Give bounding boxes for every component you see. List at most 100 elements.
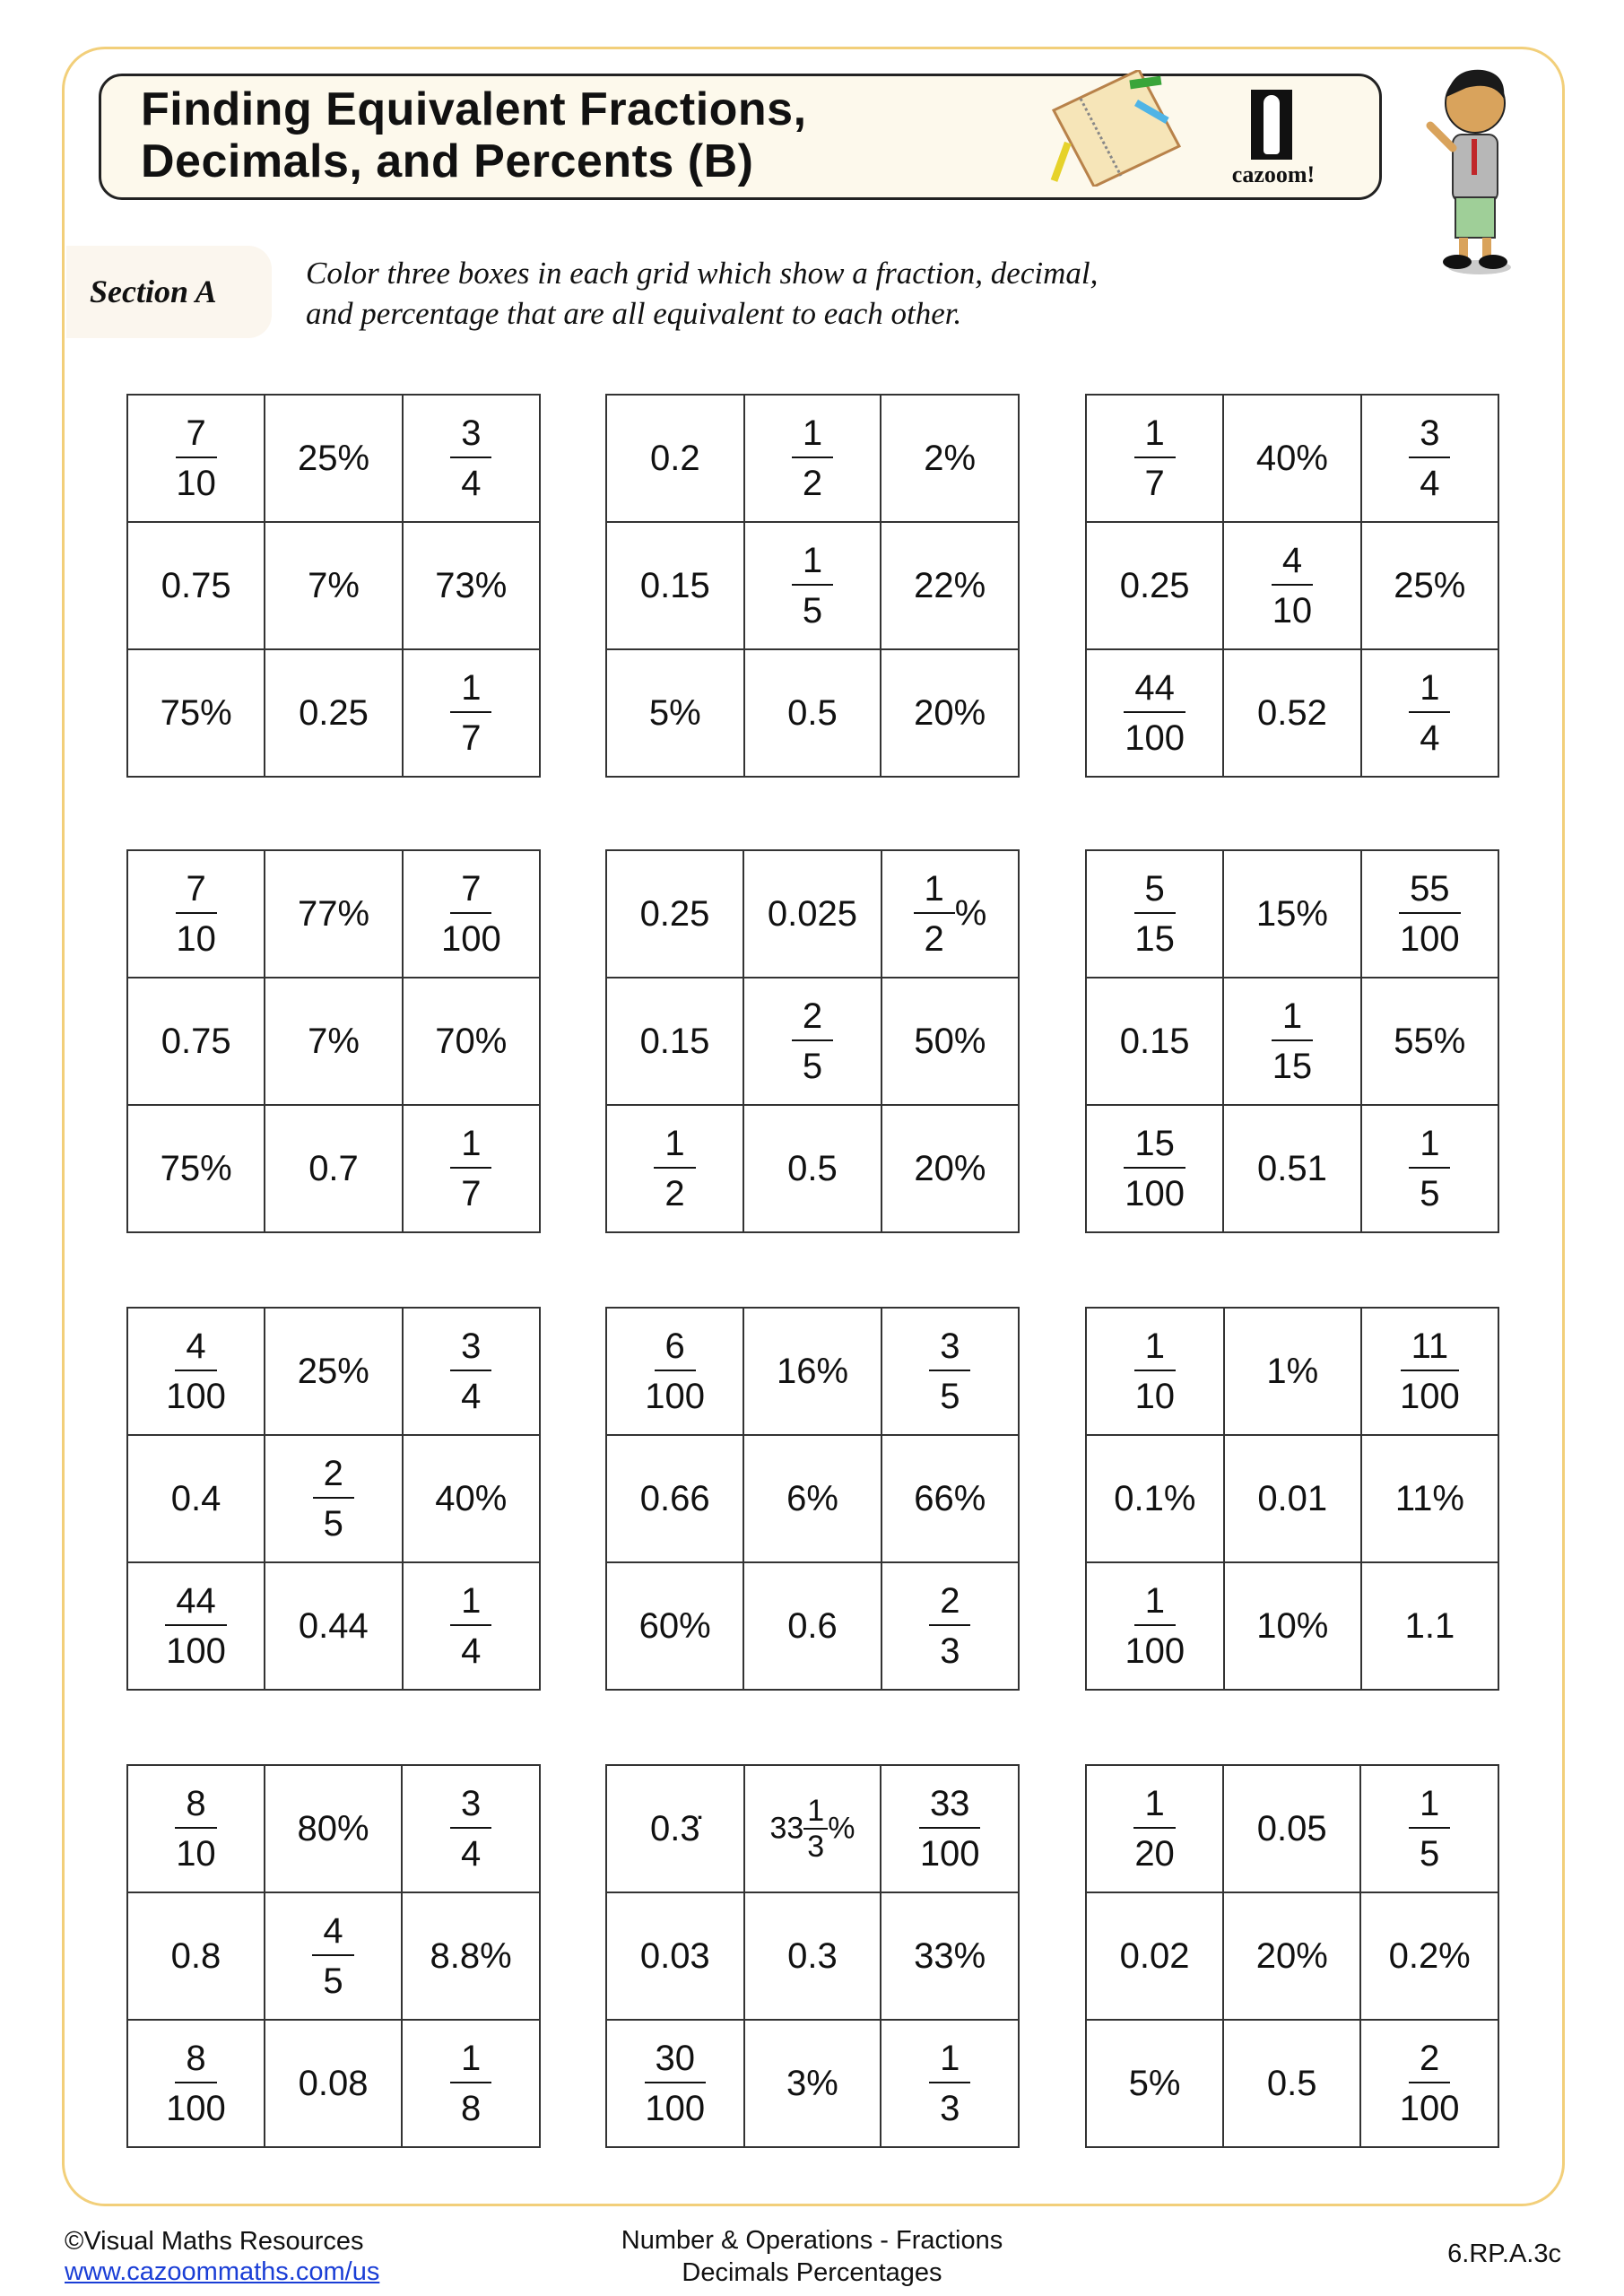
grid-cell[interactable]: 7 10 xyxy=(126,849,266,978)
grid-cell[interactable]: 1 20 xyxy=(1084,1764,1225,1893)
grid-cell[interactable]: 5% xyxy=(605,648,745,778)
grid-cell[interactable]: 0.5 xyxy=(743,1104,882,1233)
grid-cell[interactable]: 5 15 xyxy=(1084,849,1225,978)
grid-cell[interactable]: 0.025 xyxy=(743,849,882,978)
grid-cell[interactable]: 8 100 xyxy=(126,2019,265,2148)
grid-cell[interactable]: 44 100 xyxy=(126,1561,266,1691)
grid-cell[interactable]: 0.7 xyxy=(264,1104,404,1233)
grid-cell[interactable]: 4 10 xyxy=(1222,521,1362,650)
grid-cell[interactable]: 1 15 xyxy=(1222,977,1362,1106)
grid-cell[interactable]: 22% xyxy=(880,521,1020,650)
grid-cell[interactable]: 0.25 xyxy=(605,849,744,978)
grid-cell[interactable]: 55% xyxy=(1359,977,1500,1106)
grid-cell[interactable]: 0.1% xyxy=(1085,1434,1225,1563)
grid-cell[interactable]: 0.25 xyxy=(264,648,404,778)
grid-cell[interactable]: 33% xyxy=(880,1892,1020,2021)
grid-cell[interactable]: 0.2% xyxy=(1359,1892,1499,2021)
grid-cell[interactable]: 0.08 xyxy=(263,2019,404,2148)
grid-cell[interactable]: 10% xyxy=(1222,1561,1362,1691)
grid-cell[interactable]: 5% xyxy=(1084,2019,1225,2148)
grid-cell[interactable]: 11% xyxy=(1359,1434,1500,1563)
grid-cell[interactable]: 80% xyxy=(263,1764,404,1893)
grid-cell[interactable]: 0.03 xyxy=(605,1892,745,2021)
grid-cell[interactable]: 0.8 xyxy=(126,1892,265,2021)
grid-cell[interactable]: 25% xyxy=(264,1307,404,1436)
grid-cell[interactable]: 40% xyxy=(401,1434,542,1563)
grid-cell[interactable]: 20% xyxy=(880,1104,1020,1233)
grid-cell[interactable]: 7% xyxy=(264,977,404,1106)
grid-cell[interactable]: 0.3 xyxy=(743,1892,882,2021)
grid-cell[interactable]: 50% xyxy=(880,977,1020,1106)
grid-cell[interactable]: 0.75 xyxy=(126,977,266,1106)
grid-cell[interactable]: 0.02 xyxy=(1084,1892,1225,2021)
grid-cell[interactable]: 25% xyxy=(1359,521,1500,650)
grid-cell[interactable]: 25% xyxy=(264,394,404,523)
grid-cell[interactable]: 2% xyxy=(880,394,1020,523)
grid-cell[interactable]: 75% xyxy=(126,1104,266,1233)
grid-cell[interactable]: 66% xyxy=(880,1434,1020,1563)
grid-cell[interactable]: 77% xyxy=(264,849,404,978)
grid-cell[interactable]: 1.1 xyxy=(1359,1561,1500,1691)
grid-cell[interactable]: 2 100 xyxy=(1359,2019,1499,2148)
website-link[interactable]: www.cazoommaths.com/us xyxy=(65,2257,380,2286)
grid-cell[interactable]: 7 10 xyxy=(126,394,266,523)
grid-cell[interactable]: 55 100 xyxy=(1359,849,1500,978)
grid-cell[interactable]: 11 100 xyxy=(1359,1307,1500,1436)
grid-cell[interactable]: 0.05 xyxy=(1222,1764,1362,1893)
grid-cell[interactable]: 1 100 xyxy=(1085,1561,1225,1691)
grid-cell[interactable]: 0.75 xyxy=(126,521,266,650)
grid-cell[interactable]: 3% xyxy=(743,2019,882,2148)
grid-cell[interactable]: 1 2% xyxy=(880,849,1020,978)
grid-cell[interactable]: 0.25 xyxy=(1084,521,1225,650)
grid-cell[interactable]: 0.2 xyxy=(605,394,745,523)
grid-cell[interactable]: 0.3̇ xyxy=(605,1764,745,1893)
grid-cell[interactable]: 7 100 xyxy=(401,849,542,978)
grid-cell[interactable]: 8 10 xyxy=(126,1764,265,1893)
grid-cell[interactable]: 73% xyxy=(401,521,542,650)
grid-cell[interactable]: 15 100 xyxy=(1084,1104,1225,1233)
grid-cell[interactable]: 40% xyxy=(1222,394,1362,523)
grid-cell[interactable]: 70% xyxy=(401,977,542,1106)
grid-cell[interactable]: 0.6 xyxy=(743,1561,882,1691)
grid-cell[interactable]: 16% xyxy=(743,1307,882,1436)
grid-cell[interactable]: 6 100 xyxy=(604,1307,745,1436)
grid-cell[interactable]: 75% xyxy=(126,648,266,778)
grid-cell[interactable]: 7% xyxy=(264,521,404,650)
grid-cell[interactable]: 44 100 xyxy=(1084,648,1225,778)
grid-cell[interactable]: 15% xyxy=(1222,849,1362,978)
grid-cell[interactable]: 0.15 xyxy=(1084,977,1225,1106)
grid-cell[interactable]: 33 1 3% xyxy=(743,1764,882,1893)
grid-cell[interactable]: 30 100 xyxy=(605,2019,745,2148)
grid-cell[interactable]: 33 100 xyxy=(880,1764,1020,1893)
grid-cell[interactable]: 1 10 xyxy=(1085,1307,1225,1436)
grid-cell[interactable]: 0.5 xyxy=(743,648,882,778)
grid-cell[interactable]: 0.66 xyxy=(604,1434,745,1563)
grid-cell[interactable]: 20% xyxy=(1222,1892,1362,2021)
grid-cell[interactable]: 0.44 xyxy=(264,1561,404,1691)
grid-cell[interactable]: 1% xyxy=(1222,1307,1362,1436)
grid-cell[interactable]: 0.51 xyxy=(1222,1104,1362,1233)
grid-cell[interactable]: 0.15 xyxy=(605,977,744,1106)
grid-cell[interactable]: 4 100 xyxy=(126,1307,266,1436)
grid-cell[interactable]: 20% xyxy=(880,648,1020,778)
grid-cell[interactable]: 0.01 xyxy=(1222,1434,1362,1563)
